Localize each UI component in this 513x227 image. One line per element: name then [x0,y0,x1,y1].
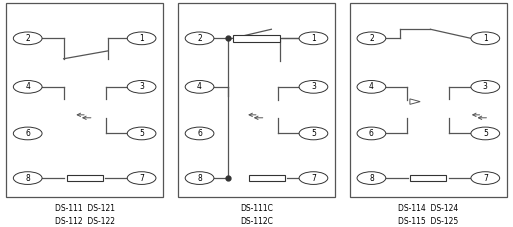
Text: 1: 1 [311,34,316,43]
Circle shape [471,127,500,140]
Circle shape [471,32,500,45]
Text: 5: 5 [483,129,488,138]
Circle shape [357,172,386,184]
Circle shape [357,81,386,93]
Text: 6: 6 [369,129,374,138]
Circle shape [185,32,214,45]
Circle shape [299,172,328,184]
Bar [178,3,335,197]
Text: 5: 5 [139,129,144,138]
Bar [249,175,285,182]
Circle shape [471,81,500,93]
Text: 2: 2 [197,34,202,43]
Circle shape [13,81,42,93]
Text: 3: 3 [311,82,316,91]
Text: DS-114  DS-124
DS-115  DS-125
DS-116  DS-126: DS-114 DS-124 DS-115 DS-125 DS-116 DS-12… [398,204,459,227]
Circle shape [127,172,156,184]
Circle shape [127,127,156,140]
Bar [350,3,507,197]
Text: 2: 2 [369,34,374,43]
Bar [6,3,163,197]
Circle shape [185,81,214,93]
Text: DS-111  DS-121
DS-112  DS-122
DS-113  DS-123: DS-111 DS-121 DS-112 DS-122 DS-113 DS-12… [54,204,115,227]
Bar [410,175,446,182]
Circle shape [185,172,214,184]
Circle shape [185,127,214,140]
Text: 4: 4 [369,82,374,91]
Text: 7: 7 [311,174,316,183]
Text: 6: 6 [197,129,202,138]
Circle shape [127,32,156,45]
Circle shape [299,127,328,140]
Circle shape [299,81,328,93]
Text: 3: 3 [483,82,488,91]
Circle shape [471,172,500,184]
Circle shape [127,81,156,93]
Bar [233,35,280,42]
Text: 7: 7 [483,174,488,183]
Text: 1: 1 [483,34,488,43]
Text: 4: 4 [25,82,30,91]
Text: 8: 8 [25,174,30,183]
Circle shape [357,127,386,140]
Text: 8: 8 [369,174,374,183]
Text: 4: 4 [197,82,202,91]
Text: 7: 7 [139,174,144,183]
Circle shape [13,127,42,140]
Text: 5: 5 [311,129,316,138]
Text: 1: 1 [139,34,144,43]
Bar [67,175,103,182]
Text: 6: 6 [25,129,30,138]
Circle shape [357,32,386,45]
Circle shape [13,172,42,184]
Circle shape [299,32,328,45]
Circle shape [13,32,42,45]
Text: DS-111C
DS-112C
DS-113C: DS-111C DS-112C DS-113C [240,204,273,227]
Text: 8: 8 [197,174,202,183]
Text: 2: 2 [25,34,30,43]
Text: 3: 3 [139,82,144,91]
